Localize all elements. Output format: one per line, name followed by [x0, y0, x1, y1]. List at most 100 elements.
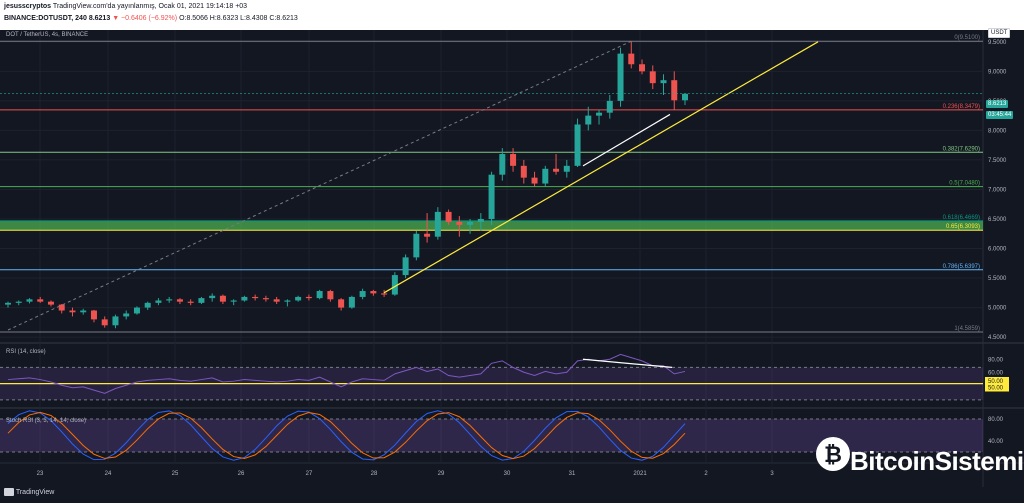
candle-body	[144, 302, 151, 308]
candle-body	[606, 100, 613, 113]
rsi-axis-label: 80.00	[988, 357, 1004, 363]
candle-body	[101, 319, 108, 326]
candle-body	[424, 233, 431, 237]
candle-body	[520, 165, 527, 178]
rsi-title[interactable]: RSI (14, close)	[6, 349, 46, 355]
candle-body	[295, 296, 302, 301]
stoch-rsi-title[interactable]: Stoch RSI (3, 3, 14, 14, close)	[6, 418, 87, 424]
candle-body	[187, 301, 194, 303]
fibonacci-retracement[interactable]: 0(9.5100) 0.236(8.3479) 0.382(7.6290) 0.5(7…	[0, 35, 983, 333]
price-tick-label: 5.5000	[988, 276, 1007, 282]
author-name: jesusscryptos	[4, 3, 52, 10]
price-tick-label: 8.0000	[988, 128, 1007, 134]
candle-body	[445, 211, 452, 222]
yellow-trendline	[383, 41, 819, 294]
symbol-label: DOT / TetherUS, 4s, BINANCE	[6, 32, 89, 38]
price-tick-label: 9.5000	[988, 40, 1007, 46]
time-tick-label: 31	[569, 471, 576, 477]
time-tick-label: 2	[704, 471, 708, 477]
chart-canvas[interactable]: 0(9.5100) 0.236(8.3479) 0.382(7.6290) 0.5(7…	[0, 30, 1024, 503]
fib-level-label: 0.786(5.6397)	[943, 264, 980, 270]
candle-body	[305, 296, 312, 299]
candle-body	[628, 53, 635, 65]
candle-body	[241, 296, 248, 301]
candle-body	[413, 233, 420, 258]
fib-level-label: 1(4.5859)	[954, 326, 980, 332]
candle-body	[370, 291, 377, 294]
candle-body	[488, 174, 495, 219]
rsi-axis-label: 50.00	[988, 379, 1004, 385]
svg-text:₿: ₿	[824, 442, 842, 467]
trendline-drawings[interactable]	[0, 40, 983, 331]
price-tick-label: 7.0000	[988, 187, 1007, 193]
published-text: TradingView.com'da yayınlanmış, Ocak 01,…	[52, 3, 248, 10]
rsi-axis-tag	[985, 383, 1009, 392]
candle-body	[176, 299, 183, 302]
rsi-axis-label: 50.00	[988, 386, 1004, 392]
candle-body	[123, 313, 130, 317]
rsi-axis-tag	[985, 377, 1009, 385]
time-tick-label: 24	[105, 471, 112, 477]
candle-body	[348, 296, 355, 308]
tradingview-logo[interactable]: TradingView	[4, 488, 54, 496]
time-axis[interactable]: 23 24 25 26 27 28 29 30 31 2021 2 3	[37, 471, 775, 477]
candle-body	[166, 299, 173, 301]
candles[interactable]	[5, 41, 688, 329]
candle-body	[671, 80, 678, 101]
fib-level-label: 0.65(6.3093)	[946, 224, 980, 230]
white-trendline	[582, 113, 671, 167]
candle-body	[155, 300, 162, 303]
candle-body	[639, 64, 646, 72]
candle-body	[26, 299, 33, 302]
publication-header: jesusscryptos TradingView.com'da yayınla…	[0, 0, 1024, 30]
price-tick-label: 6.5000	[988, 217, 1007, 223]
candle-body	[284, 300, 291, 302]
candle-body	[338, 299, 345, 308]
current-price-label: 8.6213	[986, 100, 1009, 108]
time-tick-label: 27	[306, 471, 313, 477]
candle-body	[563, 165, 570, 172]
bitcoinsistemi-brand: BitcoinSistemi	[850, 446, 1024, 476]
candle-body	[585, 115, 592, 125]
candle-body	[477, 218, 484, 222]
fib-level-label: 0.618(6.4669)	[943, 215, 980, 221]
currency-button[interactable]: USDT	[988, 28, 1011, 38]
candle-body	[90, 310, 97, 320]
candle-body	[499, 154, 506, 175]
candle-body	[467, 221, 474, 225]
price-tick-label: 6.0000	[988, 247, 1007, 253]
bitcoin-icon	[816, 437, 850, 471]
candle-body	[5, 302, 11, 305]
price-change: ▼ −0.6406 (−6.92%)	[112, 15, 178, 22]
stoch-d-line	[7, 411, 686, 460]
candle-body	[617, 53, 624, 101]
candle-body	[230, 300, 237, 302]
symbol-interval: BINANCE:DOTUSDT, 240	[4, 15, 87, 22]
candle-body	[574, 124, 581, 166]
candle-body	[402, 257, 409, 276]
time-tick-label: 30	[504, 471, 511, 477]
ohlc-values: O:8.5066 H:8.6323 L:8.4308 C:8.6213	[179, 15, 298, 22]
fib-level-label: 0(9.5100)	[954, 35, 980, 41]
symbol-ohlc-line: BINANCE:DOTUSDT, 240 8.6213 ▼ −0.6406 (−…	[4, 15, 298, 22]
tradingview-label: TradingView	[15, 488, 55, 496]
candle-body	[15, 301, 22, 303]
candle-body	[391, 275, 398, 295]
candle-body	[198, 298, 205, 303]
rsi-line	[7, 353, 686, 394]
fib-diagonal	[7, 40, 632, 331]
price-tick-label: 9.0000	[988, 69, 1007, 75]
candle-body	[133, 307, 140, 314]
time-tick-label: 26	[238, 471, 245, 477]
candle-body	[649, 71, 656, 84]
fib-level-label: 0.5(7.0480)	[949, 181, 980, 187]
candle-body	[80, 310, 87, 313]
time-tick-label: 3	[770, 471, 774, 477]
last-price: 8.6213	[88, 15, 111, 22]
candle-body	[456, 221, 463, 225]
candle-body	[316, 291, 323, 299]
candle-body	[219, 295, 226, 302]
candle-body	[359, 291, 366, 297]
candle-body	[209, 295, 216, 299]
